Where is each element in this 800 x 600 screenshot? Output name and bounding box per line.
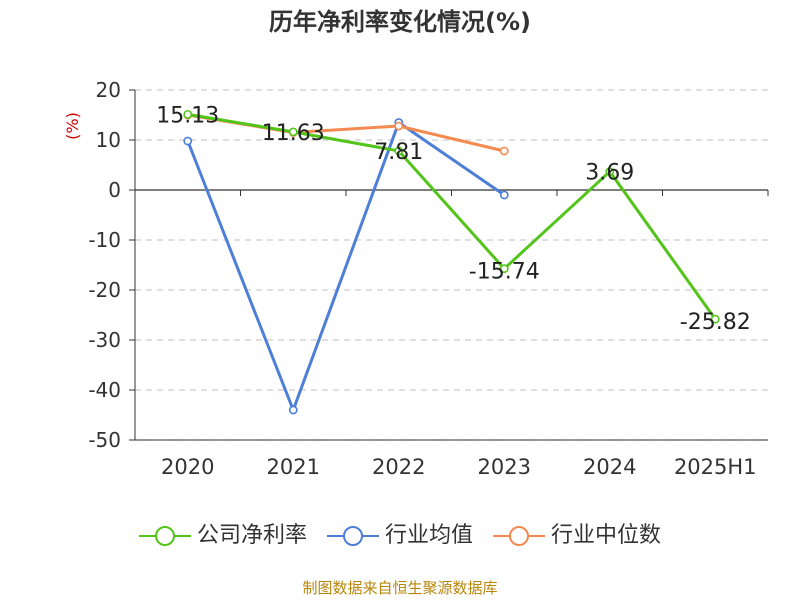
y-tick-label: -40 [88, 378, 121, 402]
legend-label-industry-median: 行业中位数 [551, 523, 662, 548]
y-tick-label: -30 [88, 328, 121, 352]
data-point [605, 167, 615, 176]
x-tick-label: 2025H1 [674, 455, 757, 479]
legend: 公司净利率 行业均值 行业中位数 [0, 518, 800, 554]
data-point [288, 405, 298, 415]
data-point [394, 121, 404, 131]
data-point [394, 146, 404, 156]
y-tick-label: 0 [108, 178, 121, 202]
x-tick-label: 2024 [583, 455, 636, 479]
data-label: -25.82 [680, 310, 751, 335]
legend-label-company: 公司净利率 [196, 523, 307, 548]
y-tick-label: -10 [88, 228, 121, 252]
y-tick-label: -50 [88, 428, 121, 452]
data-point [183, 136, 193, 146]
legend-item-company[interactable]: 公司净利率 [138, 523, 307, 548]
data-label: 3.69 [585, 161, 634, 186]
data-point [183, 109, 193, 119]
data-point [499, 264, 509, 274]
grid-lines [135, 89, 768, 441]
data-point [499, 190, 509, 200]
legend-item-industry-median[interactable]: 行业中位数 [493, 524, 661, 548]
series-line [187, 112, 717, 320]
legend-label-industry-mean: 行业均值 [384, 523, 473, 548]
x-tick-label: 2022 [372, 455, 425, 479]
y-tick-label: 20 [96, 78, 121, 102]
data-point [288, 127, 298, 137]
chart-title: 历年净利率变化情况(%) [269, 8, 531, 36]
data-label: 15.13 [156, 103, 219, 128]
series-lines [183, 109, 720, 415]
data-label: 7.81 [374, 140, 423, 165]
source-note: 制图数据来自恒生聚源数据库 [302, 579, 498, 597]
data-label: 11.63 [262, 121, 325, 146]
x-tick-label: 2021 [267, 455, 320, 479]
y-tick-label: 10 [96, 128, 121, 152]
x-tick-label: 2020 [161, 455, 214, 479]
series-line [186, 121, 506, 412]
y-tick-label: -20 [88, 278, 121, 302]
legend-line-circle-icon [493, 526, 545, 546]
data-point [499, 146, 509, 156]
data-point [710, 314, 720, 324]
x-tick-label: 2023 [478, 455, 531, 479]
series-line [187, 113, 505, 153]
y-axis-label: (%) [63, 112, 82, 140]
legend-line-circle-icon [326, 526, 379, 546]
axes: 20 10 0 -10 -20 -30 -40 -50 2020 2021 2022 2023 2024… [63, 78, 769, 479]
data-labels: 15.13 11.63 7.81 -15.74 3.69 -25.82 [156, 103, 750, 335]
legend-line-circle-icon [138, 526, 191, 546]
data-label: -15.74 [469, 260, 540, 285]
legend-item-industry-mean[interactable]: 行业均值 [326, 523, 473, 548]
